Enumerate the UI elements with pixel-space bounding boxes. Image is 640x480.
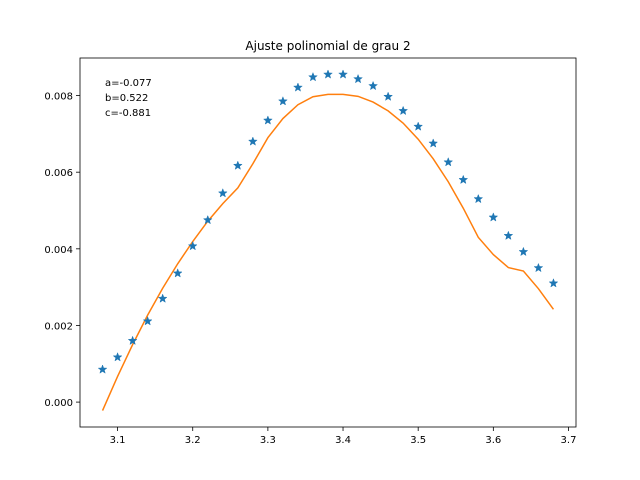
data-point [383, 91, 394, 101]
y-tick-label: 0.008 [44, 92, 73, 103]
data-point [488, 212, 499, 222]
x-tick-label: 3.2 [185, 435, 201, 446]
data-point [292, 82, 303, 92]
coefficient-line: a=-0.077 [105, 78, 152, 89]
x-tick-label: 3.7 [561, 435, 577, 446]
fit-curve [101, 93, 555, 411]
data-point [548, 278, 559, 288]
data-point [368, 80, 379, 91]
data-point [443, 157, 454, 167]
data-point [112, 352, 123, 362]
data-point [428, 138, 439, 148]
coefficient-line: b=0.522 [105, 93, 148, 104]
data-point [232, 160, 243, 170]
data-point [172, 268, 183, 278]
data-point [533, 262, 544, 273]
data-point [127, 335, 138, 346]
data-point [458, 174, 469, 185]
data-point [187, 240, 198, 251]
data-point [398, 105, 409, 116]
x-tick-label: 3.4 [335, 435, 351, 446]
x-tick-label: 3.5 [410, 435, 426, 446]
data-point [217, 188, 228, 198]
x-tick-label: 3.3 [260, 435, 276, 446]
data-point [503, 230, 514, 241]
chart-title: Ajuste polinomial de grau 2 [245, 39, 410, 53]
data-point [97, 364, 108, 374]
data-point [262, 115, 273, 125]
y-tick-label: 0.006 [44, 168, 73, 179]
data-point [413, 121, 424, 131]
coefficient-annotation: a=-0.077 b=0.522 c=-0.881 [105, 78, 152, 119]
data-point [473, 193, 484, 204]
x-tick-label: 3.6 [485, 435, 501, 446]
data-point [323, 69, 333, 79]
y-tick-label: 0.000 [44, 398, 73, 409]
x-tick-label: 3.1 [110, 435, 126, 446]
data-point [353, 73, 364, 84]
data-point [142, 316, 153, 326]
data-point [277, 96, 288, 106]
axes-frame [79, 57, 577, 428]
plot-area: 3.1 3.2 3.3 3.4 3.5 3.6 3.7 0.000 0.002 0.004 0.00… [44, 69, 577, 446]
data-point [308, 71, 318, 82]
data-point [338, 69, 348, 79]
coefficient-line: c=-0.881 [105, 108, 151, 119]
data-point [247, 136, 258, 146]
y-tick-label: 0.002 [44, 321, 73, 332]
data-point [202, 214, 213, 225]
data-point [157, 293, 168, 303]
y-tick-label: 0.004 [44, 245, 73, 256]
data-point [518, 246, 529, 257]
